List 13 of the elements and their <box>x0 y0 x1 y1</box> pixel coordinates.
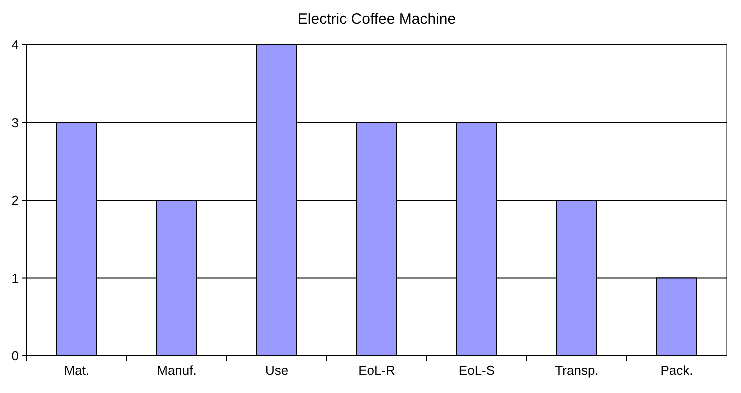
x-tick-label: EoL-R <box>358 363 396 378</box>
y-tick-label: 4 <box>12 38 19 53</box>
y-tick-label: 2 <box>12 193 19 208</box>
y-tick-label: 3 <box>12 115 19 130</box>
y-tick-label: 1 <box>12 270 19 286</box>
x-tick-label: Use <box>265 363 289 378</box>
x-tick-label: Transp. <box>555 363 599 378</box>
x-tick-label: Mat. <box>64 363 90 378</box>
x-tick-label: Pack. <box>660 363 694 378</box>
chart-title: Electric Coffee Machine <box>298 11 456 28</box>
x-tick-label: Manuf. <box>157 363 197 378</box>
x-tick-label: EoL-S <box>458 363 496 378</box>
y-tick-label: 0 <box>12 348 19 364</box>
